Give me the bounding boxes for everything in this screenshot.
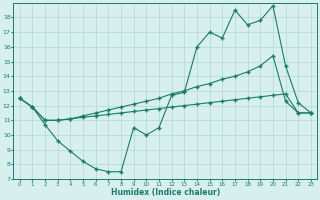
X-axis label: Humidex (Indice chaleur): Humidex (Indice chaleur) bbox=[111, 188, 220, 197]
